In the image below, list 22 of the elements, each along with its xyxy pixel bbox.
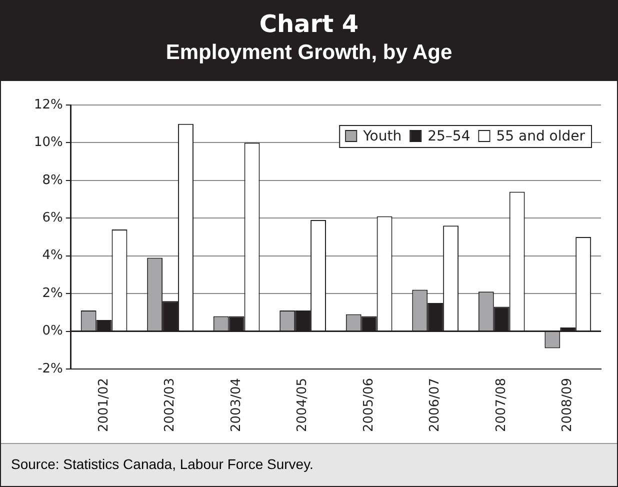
y-tick-label: 8%: [42, 172, 63, 188]
x-tick-label: 2002/03: [162, 378, 178, 432]
y-tick-label: -2%: [38, 361, 63, 376]
legend-label: 55 and older: [496, 128, 586, 145]
x-tick-label: 2001/02: [96, 378, 112, 432]
y-tick-label: 2%: [42, 286, 63, 301]
legend-label: 25–54: [428, 128, 470, 145]
y-tick-label: 10%: [34, 135, 63, 150]
y-tick-label: 6%: [42, 210, 63, 226]
x-tick-label: 2007/08: [494, 378, 509, 432]
y-tick-label: 4%: [42, 248, 63, 264]
x-tick-label: 2004/05: [295, 378, 310, 432]
x-tick-label: 2003/04: [228, 378, 244, 432]
legend-label: Youth: [362, 128, 402, 145]
y-tick-label: 0%: [42, 324, 63, 339]
x-tick-label: 2006/07: [428, 378, 443, 432]
chart-title: Chart 4: [258, 9, 360, 39]
chart-subtitle: Employment Growth, by Age: [164, 40, 454, 66]
x-tick-label: 2008/09: [560, 378, 576, 432]
y-tick-label: 12%: [34, 97, 63, 112]
x-tick-label: 2005/06: [361, 378, 376, 432]
source-note: Source: Statistics Canada, Labour Force Survey.: [1, 443, 617, 486]
